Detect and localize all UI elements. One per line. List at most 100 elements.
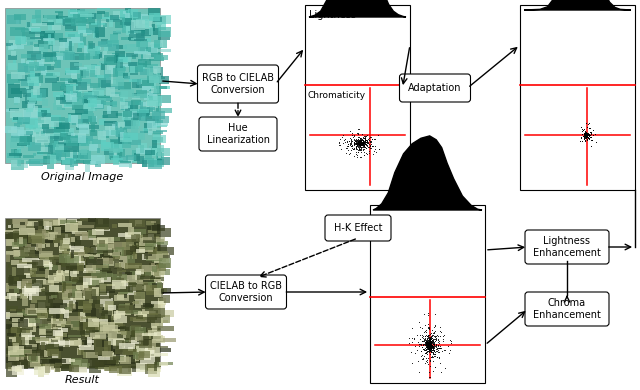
Point [419,341,429,347]
Point [581,130,591,136]
Bar [36,319,51,326]
Point [361,145,371,151]
Bar [83,284,89,290]
Point [428,345,438,351]
Bar [27,284,31,289]
Point [353,140,364,146]
Point [358,145,368,152]
Bar [86,352,99,358]
Point [345,150,355,156]
Bar [121,135,134,137]
Point [356,139,366,145]
Bar [128,347,132,351]
Point [420,322,430,328]
Point [356,142,367,148]
Point [426,346,436,352]
Bar [100,135,106,145]
Point [356,140,366,146]
Bar [5,230,15,234]
Point [356,147,367,153]
Bar [115,22,123,28]
Bar [143,234,156,243]
Point [358,139,369,145]
Bar [88,98,97,106]
Bar [29,318,35,323]
Bar [14,97,20,103]
Bar [141,328,152,337]
Bar [9,316,23,321]
Bar [152,251,168,259]
Bar [108,305,116,310]
Bar [26,108,33,112]
Bar [144,93,157,100]
Point [583,135,593,141]
Point [353,137,364,143]
Bar [29,51,42,54]
Point [580,131,591,137]
Point [580,131,591,137]
Point [351,140,361,147]
Bar [60,78,72,81]
Bar [43,16,55,18]
Point [425,346,435,352]
Point [424,342,435,348]
Bar [44,156,59,159]
Point [358,134,369,140]
Point [353,140,364,146]
Bar [138,79,141,85]
Bar [147,95,152,98]
Bar [134,337,139,346]
Bar [62,158,76,163]
Point [355,140,365,146]
Point [356,144,367,150]
Point [351,141,361,147]
Point [349,133,359,139]
Bar [150,245,157,253]
Bar [56,364,72,371]
Bar [70,12,85,14]
Point [355,140,365,147]
Bar [69,115,77,123]
Point [423,340,433,347]
Bar [119,131,129,137]
Bar [106,106,111,114]
Bar [40,280,54,285]
Bar [48,136,59,139]
Point [358,136,368,143]
Bar [38,268,46,271]
Bar [19,228,35,235]
Bar [154,365,161,367]
Point [584,131,594,137]
Bar [159,258,172,268]
Point [435,329,445,335]
Bar [67,316,83,321]
Point [582,132,592,138]
Bar [148,281,154,290]
Point [374,145,384,152]
Point [426,338,436,344]
Point [424,342,435,348]
Point [580,132,591,138]
Point [426,339,436,345]
Point [425,342,435,348]
Bar [20,228,26,231]
Bar [142,237,152,241]
Point [426,340,436,346]
Bar [100,63,106,70]
Point [356,136,366,142]
Point [352,140,362,146]
Bar [52,46,59,51]
Bar [44,41,48,45]
Bar [84,254,100,257]
Point [426,338,436,344]
Bar [31,129,46,136]
Bar [104,47,109,51]
Point [349,137,359,143]
Bar [85,162,90,172]
Bar [15,345,19,353]
Point [425,342,435,348]
Bar [124,294,127,298]
Point [355,140,365,146]
Point [356,140,366,146]
Point [410,342,420,349]
